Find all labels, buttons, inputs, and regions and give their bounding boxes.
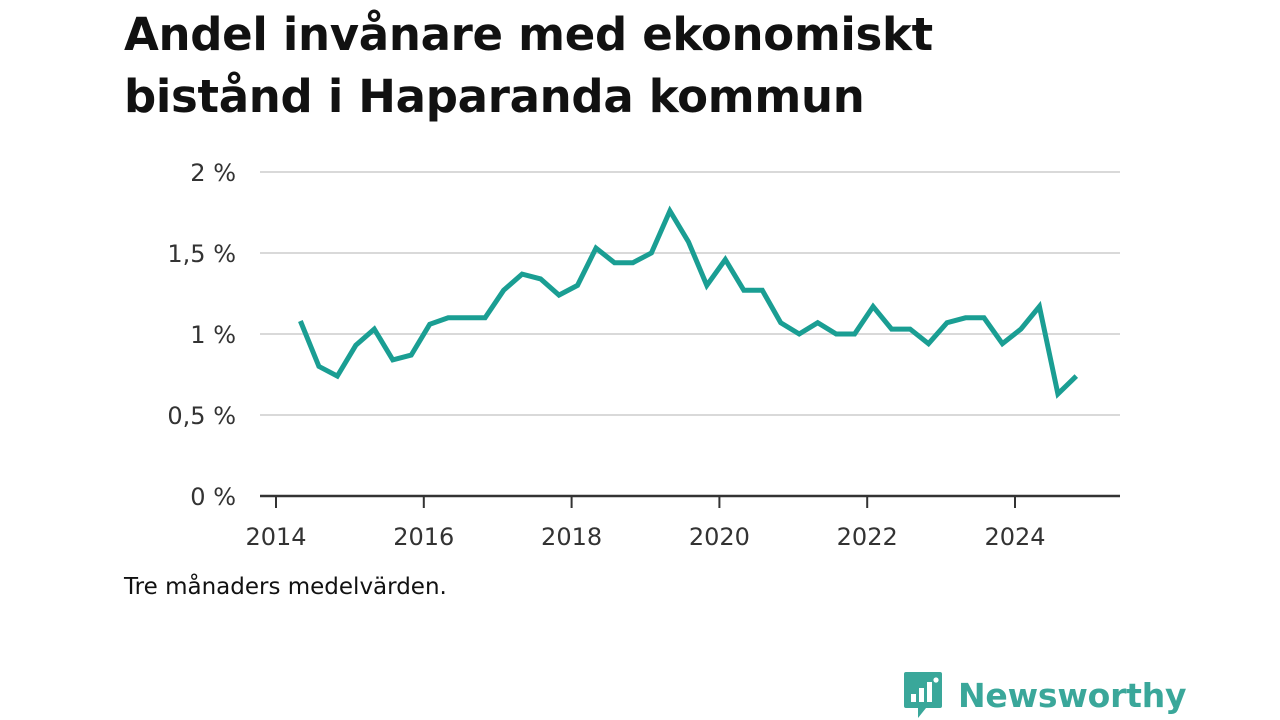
y-tick-label: 2 % [190, 159, 236, 187]
chart-note: Tre månaders medelvärden. [124, 574, 447, 600]
x-axis-tick-labels: 2014 2016 2018 2020 2022 2024 [245, 523, 1045, 551]
brand-name: Newsworthy [958, 675, 1187, 715]
y-tick-label: 1 % [190, 321, 236, 349]
x-tick-label: 2016 [393, 523, 454, 551]
y-tick-label: 1,5 % [167, 240, 236, 268]
x-tick-label: 2018 [541, 523, 602, 551]
series-line [298, 205, 1079, 399]
y-tick-label: 0 % [190, 483, 236, 511]
chart-title: Andel invånare med ekonomiskt bistånd i … [124, 8, 933, 123]
bar-chart-speech-bubble-icon [904, 672, 942, 718]
x-tick-label: 2024 [984, 523, 1045, 551]
x-tick-label: 2022 [837, 523, 898, 551]
y-tick-label: 0,5 % [167, 402, 236, 430]
y-axis-tick-labels: 0 % 0,5 % 1 % 1,5 % 2 % [167, 159, 236, 511]
series-group [298, 205, 1079, 399]
gridlines [260, 171, 1120, 416]
x-tick-label: 2014 [245, 523, 306, 551]
brand-logo: Newsworthy [902, 670, 1187, 720]
x-axis [260, 494, 1120, 508]
x-tick-label: 2020 [689, 523, 750, 551]
